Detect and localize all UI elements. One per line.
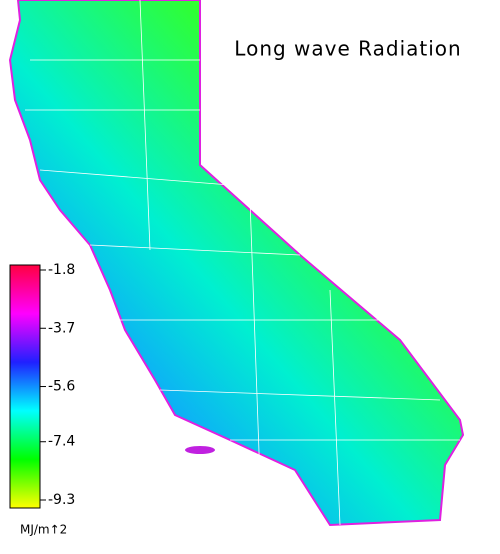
county-lines	[25, 0, 460, 526]
colorbar-unit: MJ/m↑2	[20, 523, 67, 537]
colorbar	[9, 264, 41, 509]
colorbar-tick-label: -5.6	[48, 379, 75, 395]
colorbar-tick-label: -3.7	[48, 320, 75, 336]
map-title: Long wave Radiation	[234, 37, 461, 61]
colorbar-tick-label: -1.8	[48, 262, 75, 278]
colorbar-tick-label: -9.3	[48, 492, 75, 508]
california	[8, 0, 465, 527]
colorbar-tick-label: -7.4	[48, 434, 75, 450]
islands	[185, 446, 215, 454]
